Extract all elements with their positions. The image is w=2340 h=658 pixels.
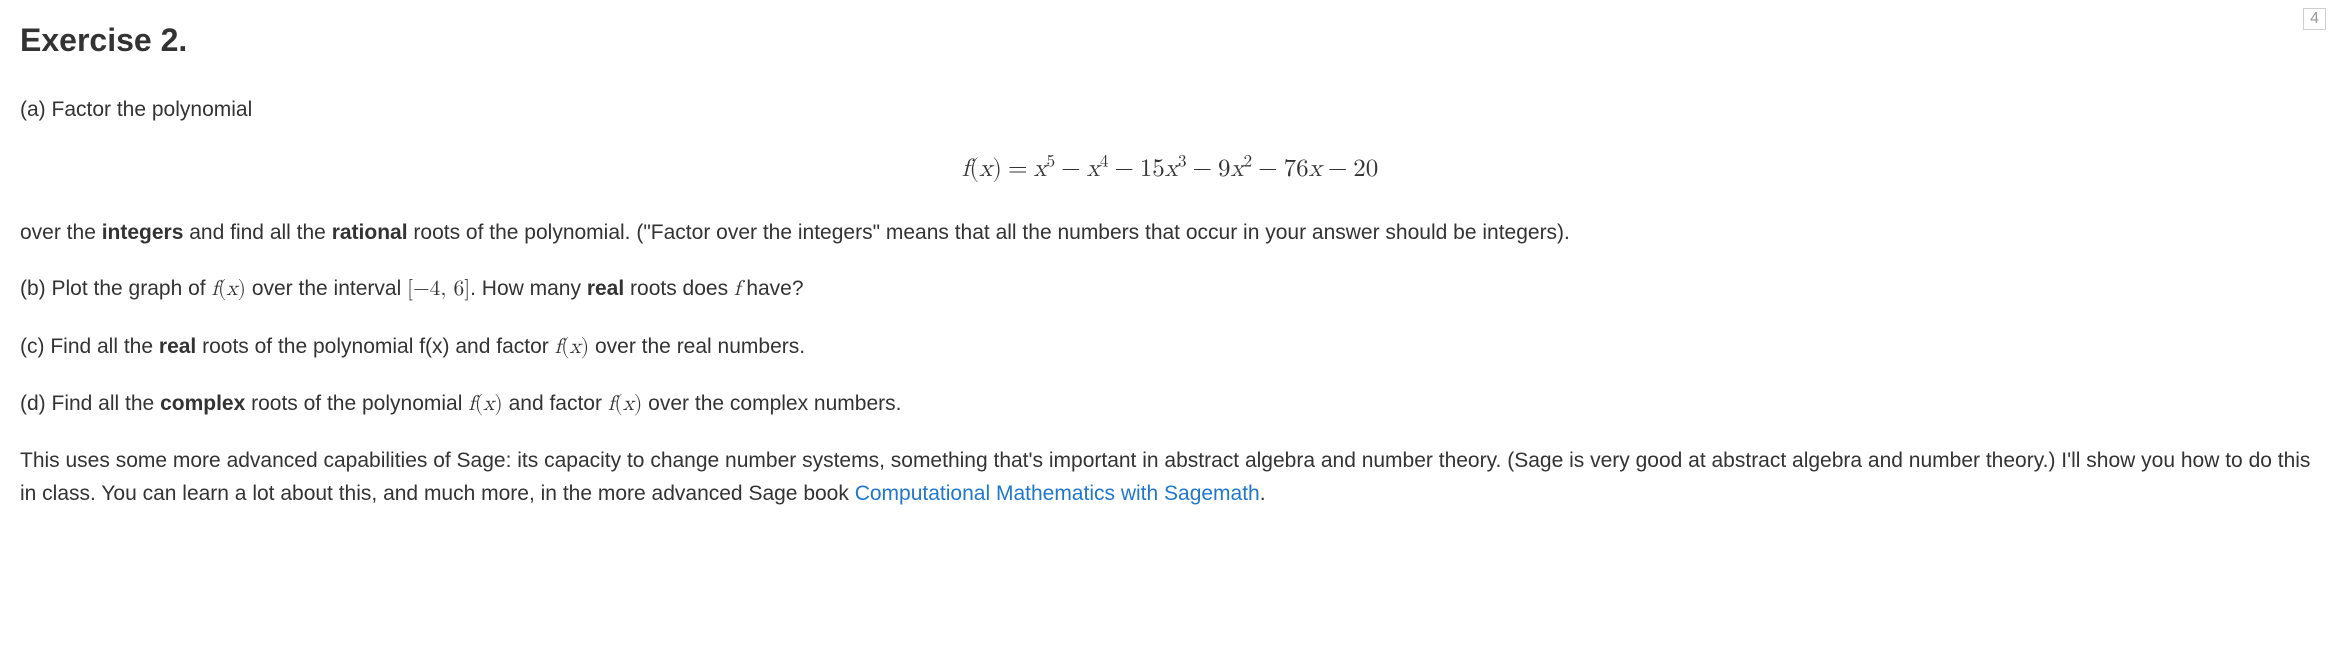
math-fx: f(x): [468, 394, 503, 415]
text: (d) Find all the: [20, 392, 160, 415]
bold-real: real: [159, 335, 196, 358]
part-c: (c) Find all the real roots of the polyn…: [20, 331, 2320, 364]
bold-complex: complex: [160, 392, 245, 415]
page-number-box: 4: [2303, 8, 2326, 30]
bold-real: real: [587, 277, 624, 300]
text: roots of the polynomial. ("Factor over t…: [408, 221, 1570, 244]
text: (b) Plot the graph of: [20, 277, 211, 300]
text: (c) Find all the: [20, 335, 159, 358]
text: and find all the: [183, 221, 331, 244]
text: and factor: [503, 392, 608, 415]
text: over the interval: [246, 277, 407, 300]
part-d: (d) Find all the complex roots of the po…: [20, 388, 2320, 421]
text: roots does: [624, 277, 734, 300]
polynomial-equation: f(x)=x5−x4−15x3−9x2−76x−20: [20, 150, 2320, 189]
bold-integers: integers: [102, 221, 184, 244]
math-fx: f(x): [608, 394, 643, 415]
math-interval: [−4, 6]: [407, 279, 470, 300]
text: .: [1260, 482, 1266, 505]
part-a-rest: over the integers and find all the ratio…: [20, 217, 2320, 250]
sagemath-book-link[interactable]: Computational Mathematics with Sagemath: [855, 482, 1260, 505]
math-fx: f(x): [211, 279, 246, 300]
text: have?: [740, 277, 803, 300]
math-fx: f(x): [555, 337, 590, 358]
text: over the: [20, 221, 102, 244]
text: roots of the polynomial f(x) and factor: [196, 335, 554, 358]
exercise-title: Exercise 2.: [20, 16, 2320, 66]
text: over the complex numbers.: [642, 392, 901, 415]
text: . How many: [470, 277, 587, 300]
text: over the real numbers.: [589, 335, 805, 358]
text: roots of the polynomial: [245, 392, 468, 415]
part-b: (b) Plot the graph of f(x) over the inte…: [20, 273, 2320, 306]
part-a-intro: (a) Factor the polynomial: [20, 94, 2320, 127]
closing-paragraph: This uses some more advanced capabilitie…: [20, 445, 2320, 510]
bold-rational: rational: [332, 221, 408, 244]
